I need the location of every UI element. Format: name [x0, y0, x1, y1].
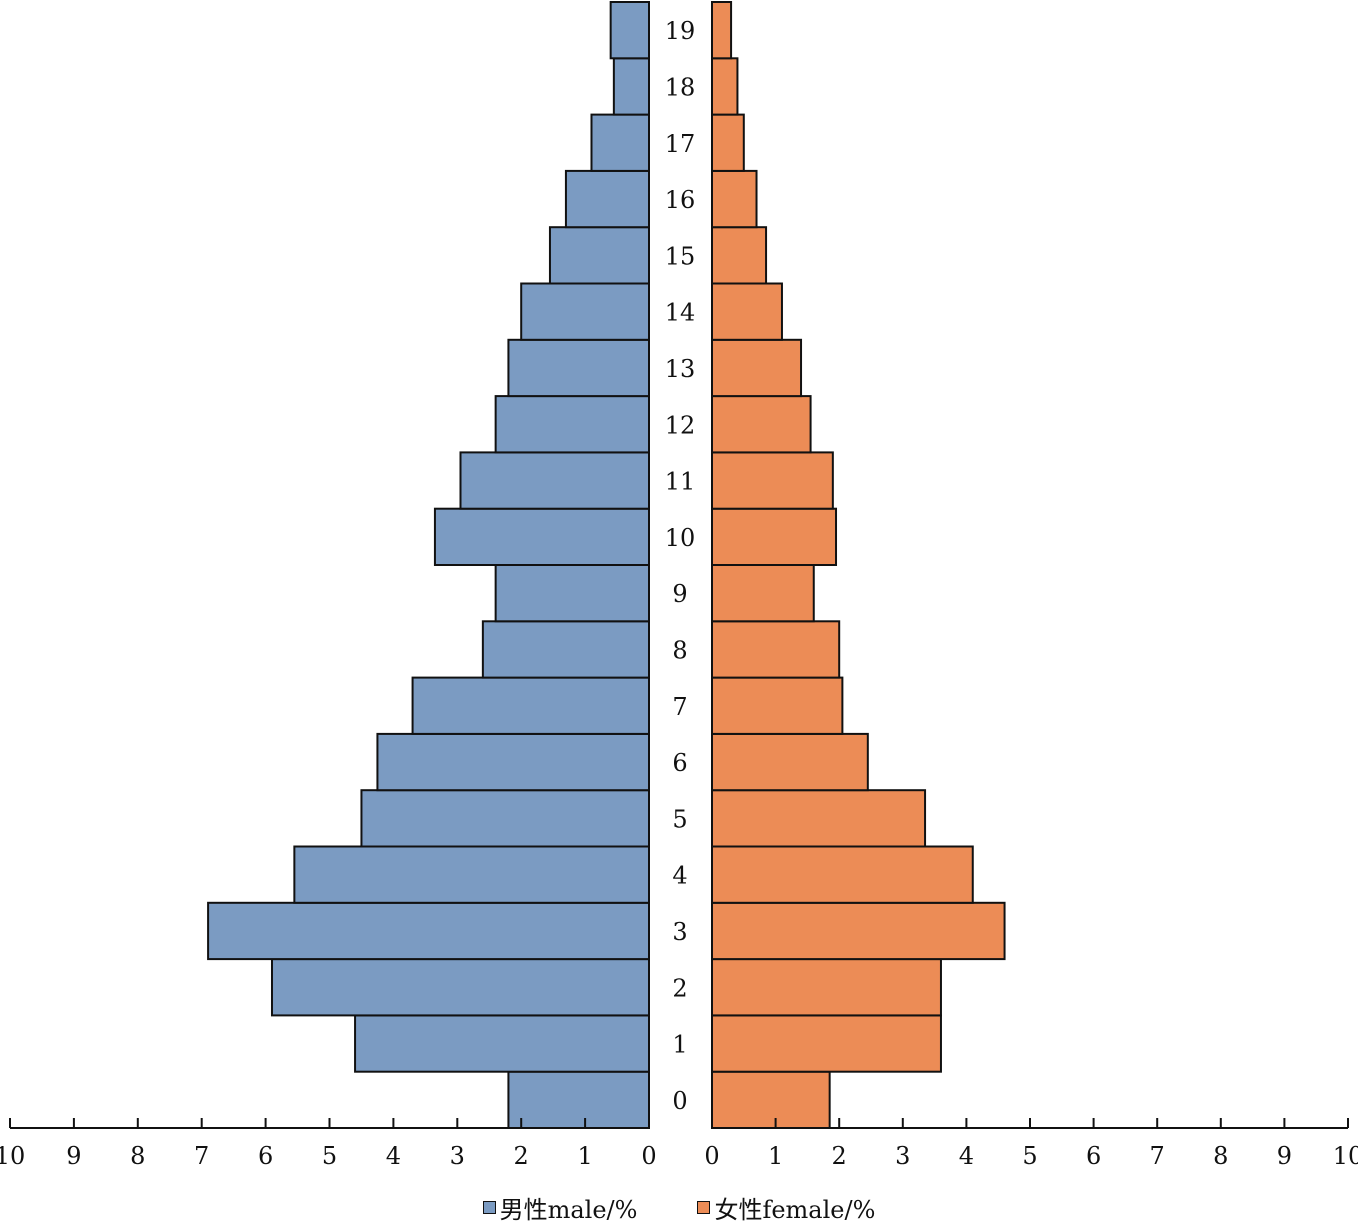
male-bar-7: [411, 676, 650, 735]
age-label-4: 4: [672, 862, 687, 890]
male-bar-17: [590, 113, 650, 172]
female-series: [711, 1, 1006, 1129]
female-bar-18: [711, 57, 739, 116]
age-label-1: 1: [672, 1031, 687, 1059]
male-series: [207, 1, 651, 1129]
age-label-7: 7: [672, 693, 687, 721]
male-x-axis: 10 9 8 7 6 5 4 3 2 1 0: [0, 1118, 657, 1170]
female-axis-tick-label-8: 8: [1213, 1142, 1228, 1170]
female-bar-2: [711, 958, 942, 1017]
age-label-11: 11: [665, 468, 696, 496]
age-label-10: 10: [665, 524, 696, 552]
female-bar-17: [711, 113, 745, 172]
male-axis-tick-label-4: 4: [386, 1142, 401, 1170]
age-label-2: 2: [672, 974, 687, 1002]
male-axis-tick-label-10: 10: [0, 1142, 25, 1170]
male-bar-16: [564, 169, 650, 229]
male-axis-tick-label-8: 8: [130, 1142, 145, 1170]
male-axis-tick-label-5: 5: [322, 1142, 337, 1170]
female-bar-3: [711, 901, 1006, 961]
female-bar-5: [711, 789, 927, 848]
age-label-18: 18: [665, 73, 696, 101]
male-axis-tick-label-7: 7: [194, 1142, 209, 1170]
female-x-axis: 0 1 2 3 4 5 6 7 8 9 10: [704, 1118, 1358, 1170]
age-label-16: 16: [665, 186, 696, 214]
female-bar-13: [711, 338, 803, 398]
female-axis-tick-label-1: 1: [768, 1142, 783, 1170]
legend: 男性male/% 女性female/%: [0, 1190, 1358, 1225]
legend-swatch-female: [697, 1200, 711, 1214]
female-bar-4: [711, 845, 974, 904]
female-axis-tick-label-5: 5: [1022, 1142, 1037, 1170]
male-bar-2: [270, 958, 650, 1017]
female-bar-7: [711, 676, 844, 735]
age-label-9: 9: [672, 580, 687, 608]
male-bar-8: [481, 620, 650, 679]
male-bar-15: [548, 226, 651, 285]
female-axis-tick-label-6: 6: [1086, 1142, 1101, 1170]
male-axis-tick-label-9: 9: [66, 1142, 81, 1170]
male-bar-11: [459, 451, 650, 510]
female-bar-14: [711, 282, 783, 341]
age-label-17: 17: [665, 130, 696, 158]
female-bar-6: [711, 732, 869, 792]
female-axis-tick-label-2: 2: [832, 1142, 847, 1170]
male-bar-18: [612, 57, 650, 116]
female-bar-0: [711, 1070, 831, 1129]
age-label-13: 13: [665, 355, 696, 383]
male-bar-3: [207, 901, 650, 961]
female-axis-tick-label-10: 10: [1333, 1142, 1358, 1170]
female-axis-tick-label-0: 0: [704, 1142, 719, 1170]
age-label-12: 12: [665, 411, 696, 439]
female-axis-tick-label-9: 9: [1277, 1142, 1292, 1170]
legend-item-female: 女性female/%: [697, 1190, 875, 1225]
male-axis-tick-label-6: 6: [258, 1142, 273, 1170]
male-axis-tick-label-0: 0: [641, 1142, 656, 1170]
male-bar-13: [507, 338, 651, 398]
age-label-14: 14: [665, 299, 696, 327]
female-bar-15: [711, 226, 768, 285]
legend-label-female: 女性female/%: [714, 1195, 876, 1224]
female-bar-8: [711, 620, 841, 679]
male-axis-tick-label-2: 2: [514, 1142, 529, 1170]
age-label-6: 6: [672, 749, 687, 777]
legend-label-male: 男性male/%: [499, 1195, 638, 1224]
male-axis-tick-label-3: 3: [450, 1142, 465, 1170]
female-bar-16: [711, 169, 758, 229]
legend-swatch-male: [482, 1200, 496, 1214]
age-label-3: 3: [672, 918, 687, 946]
female-bar-11: [711, 451, 834, 510]
male-bar-19: [609, 1, 650, 60]
female-bar-1: [711, 1014, 942, 1073]
female-axis-tick-label-4: 4: [959, 1142, 974, 1170]
male-bar-1: [354, 1014, 650, 1073]
legend-item-male: 男性male/%: [482, 1190, 638, 1225]
female-bar-10: [711, 507, 838, 567]
male-bar-14: [520, 282, 651, 341]
male-bar-4: [293, 845, 650, 904]
male-bar-10: [433, 507, 650, 567]
male-bar-6: [376, 732, 650, 792]
male-bar-9: [494, 564, 651, 623]
age-label-5: 5: [672, 805, 687, 833]
age-label-8: 8: [672, 636, 687, 664]
male-bar-12: [494, 395, 651, 454]
female-axis-tick-label-3: 3: [895, 1142, 910, 1170]
age-label-19: 19: [665, 17, 696, 45]
male-axis-tick-label-1: 1: [577, 1142, 592, 1170]
male-bar-0: [507, 1070, 651, 1129]
male-bar-5: [360, 789, 650, 848]
female-axis-tick-label-7: 7: [1150, 1142, 1165, 1170]
female-bar-12: [711, 395, 812, 454]
female-bar-9: [711, 564, 815, 623]
age-label-15: 15: [665, 242, 696, 270]
female-bar-19: [711, 1, 733, 60]
age-label-0: 0: [672, 1087, 687, 1115]
